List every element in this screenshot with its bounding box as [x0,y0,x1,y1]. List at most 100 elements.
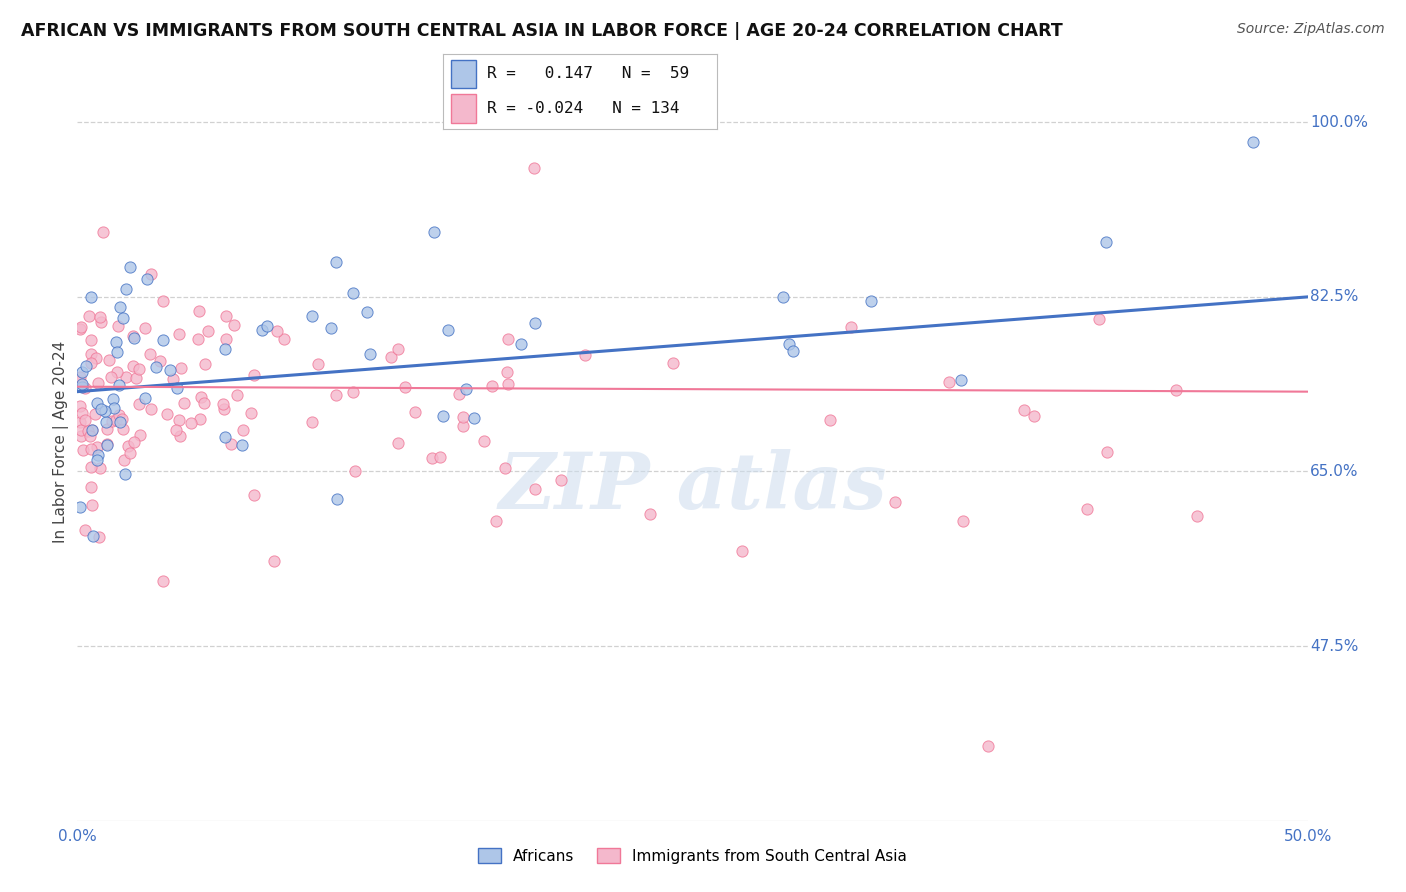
Point [550,473,572,487]
Point [111,421,134,435]
Point [152,293,174,308]
Point [356,305,378,319]
Point [79,356,101,370]
Point [952,514,974,528]
Point [165,423,187,437]
Point [115,369,138,384]
Point [79,347,101,361]
Point [839,320,862,334]
Point [91,225,114,239]
Text: 82.5%: 82.5% [1310,289,1358,304]
Point [194,358,217,372]
Point [1076,502,1098,516]
Point [101,392,124,406]
Point [301,415,323,429]
Point [69,415,91,429]
Point [69,320,91,334]
Point [193,396,215,410]
Point [125,371,148,385]
Point [96,437,118,451]
Point [80,334,103,348]
Point [1243,135,1265,149]
Point [1095,235,1118,249]
Point [1185,509,1208,524]
Point [105,413,128,427]
Point [242,488,264,502]
Point [86,396,108,410]
Point [136,272,159,286]
FancyBboxPatch shape [451,94,475,122]
Point [80,423,103,437]
Point [243,368,266,383]
Point [70,376,93,391]
Point [94,404,117,418]
Point [139,347,162,361]
Point [214,429,236,443]
Point [76,424,98,438]
Legend: Africans, Immigrants from South Central Asia: Africans, Immigrants from South Central … [471,842,914,870]
Point [89,460,111,475]
Point [423,225,446,239]
Point [420,450,443,465]
Point [96,422,118,436]
Point [818,413,841,427]
Point [342,385,364,400]
Text: R =   0.147   N =  59: R = 0.147 N = 59 [486,67,689,81]
Point [169,429,191,443]
Point [122,328,145,343]
Point [232,423,254,437]
Point [574,348,596,362]
Point [250,323,273,337]
Point [84,351,107,365]
Point [118,260,141,274]
Point [86,440,108,454]
Point [496,376,519,391]
Point [342,285,364,300]
Point [170,361,193,376]
Point [69,375,91,389]
Point [778,337,800,351]
Point [105,334,128,349]
Point [152,574,174,589]
Point [69,399,91,413]
Point [107,318,129,333]
Point [108,378,131,392]
Point [167,327,190,342]
Point [387,342,409,356]
Point [1095,444,1118,458]
Point [79,309,101,323]
Point [96,437,118,451]
Point [111,412,134,426]
Point [89,310,111,324]
Point [326,492,349,507]
Point [122,359,145,374]
Point [387,435,409,450]
Point [463,410,485,425]
Point [117,439,139,453]
Point [83,407,105,421]
Point [82,529,104,543]
Point [75,359,97,374]
Point [105,345,128,359]
Point [640,507,662,521]
Point [1166,383,1188,397]
Point [343,464,366,478]
Point [128,397,150,411]
Point [325,388,347,402]
Point [359,347,381,361]
Point [212,402,235,417]
Point [80,479,103,493]
Point [188,412,211,426]
Point [72,406,94,420]
Point [782,343,804,358]
Point [115,282,138,296]
Point [190,390,212,404]
Point [124,434,146,449]
Point [215,332,238,346]
FancyBboxPatch shape [451,60,475,88]
Point [73,381,96,395]
Point [141,267,163,281]
Point [129,428,152,442]
Point [214,310,236,324]
Point [325,255,347,269]
